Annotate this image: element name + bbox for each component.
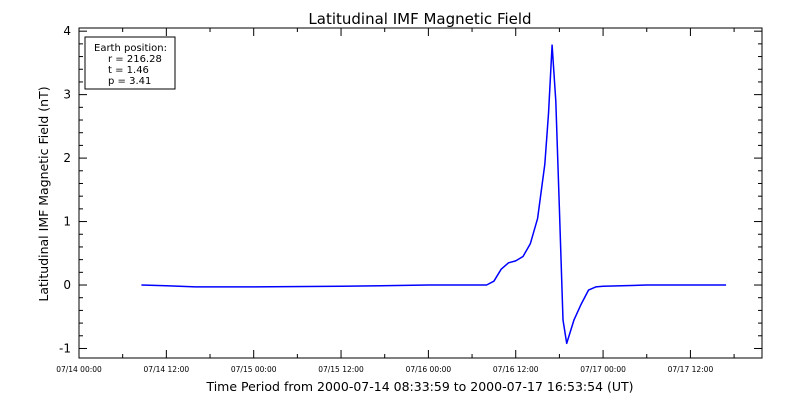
x-tick-label: 07/14 12:00: [144, 365, 190, 374]
legend-frame: [84, 36, 176, 90]
x-tick-label: 07/15 12:00: [318, 365, 364, 374]
legend-heading: Earth position:: [94, 43, 167, 54]
x-axis: 07/14 00:00 07/14 12:00 07/15 00:00 07/15 1…: [56, 28, 735, 374]
plot-frame: [78, 27, 763, 359]
x-axis-label: Time Period from 2000-07-14 08:33:59 to …: [205, 379, 633, 394]
legend-line-p: p = 3.41: [108, 76, 151, 87]
y-tick-label: 4: [63, 24, 71, 38]
x-tick-label: 07/15 00:00: [231, 365, 277, 374]
y-axis: -1 0 1 2 3 4: [59, 24, 762, 355]
y-axis-label: Latitudinal IMF Magnetic Field (nT): [36, 86, 51, 301]
legend-box: Earth position: r = 216.28 t = 1.46 p = …: [84, 36, 176, 90]
y-tick-label: 0: [63, 278, 71, 292]
legend-line-r: r = 216.28: [108, 54, 162, 65]
legend-line-t: t = 1.46: [108, 65, 149, 76]
x-tick-label: 07/16 00:00: [406, 365, 452, 374]
x-tick-label: 07/16 12:00: [493, 365, 539, 374]
x-tick-label: 07/14 00:00: [56, 365, 102, 374]
chart-title: Latitudinal IMF Magnetic Field: [308, 10, 531, 28]
y-tick-label: -1: [59, 341, 71, 355]
y-tick-label: 1: [63, 215, 71, 229]
y-tick-label: 2: [63, 151, 71, 165]
y-tick-label: 3: [63, 88, 71, 102]
x-tick-label: 07/17 12:00: [668, 365, 714, 374]
x-tick-label: 07/17 00:00: [580, 365, 626, 374]
series-line: [141, 44, 727, 345]
